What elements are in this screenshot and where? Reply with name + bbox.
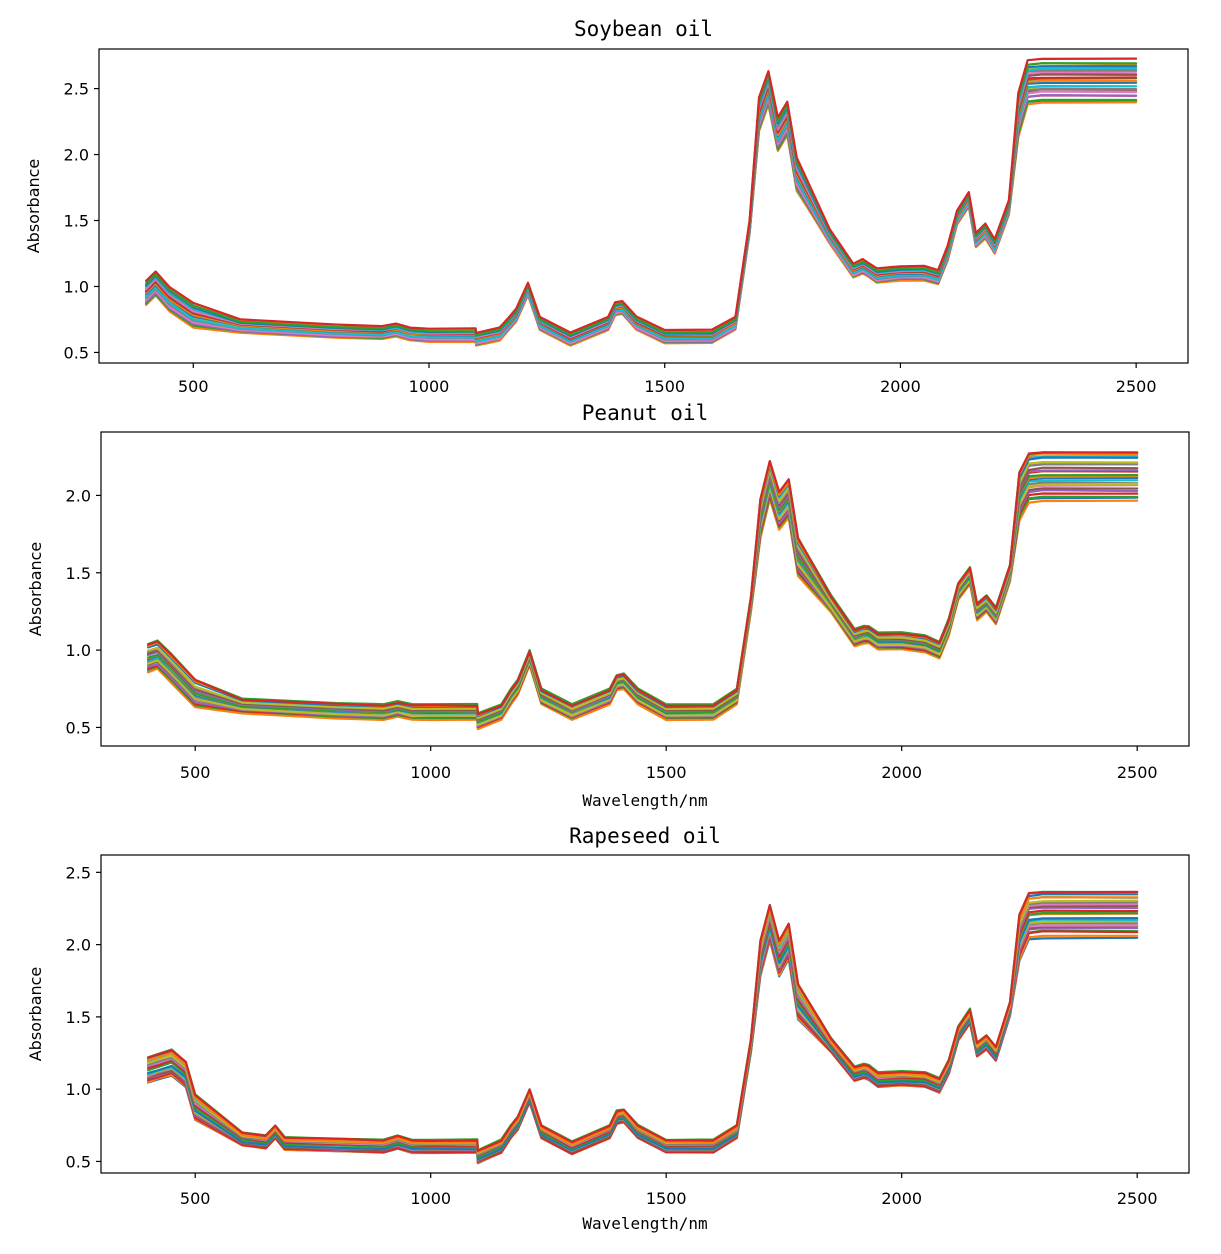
y-tick-label: 0.5 [66, 1152, 91, 1171]
spectrum-line-24 [147, 890, 1139, 1152]
series-group [145, 57, 1138, 347]
y-tick-label: 1.5 [64, 212, 89, 231]
spectrum-line-6 [145, 90, 1138, 343]
spectrum-line-21 [147, 456, 1139, 717]
subplot-2: Peanut oil 500 1000 1500 2000 2500 0.5 1.0 1.5 2.… [26, 401, 1190, 810]
y-tick-label: 0.5 [64, 343, 89, 362]
spectrum-line-17 [147, 903, 1139, 1156]
y-axis-label: Absorbance [26, 967, 45, 1062]
spectrum-line-14 [145, 76, 1138, 340]
spectrum-line-10 [145, 85, 1138, 343]
x-tick-label: 2500 [1117, 1189, 1158, 1208]
spectrum-line-16 [147, 466, 1139, 721]
x-tick-label: 2000 [880, 377, 921, 396]
x-tick-label: 1500 [646, 1189, 687, 1208]
x-tick-label: 1500 [646, 763, 687, 782]
spectrum-line-12 [147, 912, 1139, 1158]
x-tick-label: 2500 [1116, 377, 1157, 396]
spectrum-line-23 [147, 451, 1139, 715]
y-tick-label: 0.5 [66, 718, 91, 737]
y-tick-label: 1.0 [64, 277, 89, 296]
spectrum-line-15 [147, 469, 1139, 721]
series-group [147, 890, 1139, 1165]
spectrum-line-24 [145, 57, 1138, 334]
spectrum-line-20 [147, 896, 1139, 1153]
spectrum-line-5 [145, 94, 1138, 345]
spectrum-line-14 [147, 909, 1139, 1157]
spectrum-line-3 [145, 98, 1138, 346]
chart-title: Soybean oil [574, 17, 713, 41]
spectrum-line-7 [145, 90, 1138, 345]
spectrum-line-1 [145, 99, 1138, 346]
spectrum-line-23 [147, 890, 1139, 1152]
spectrum-line-16 [145, 73, 1138, 339]
x-tick-label: 2500 [1117, 763, 1158, 782]
spectrum-line-4 [145, 94, 1138, 344]
spectrum-line-18 [147, 462, 1139, 720]
spectrum-line-22 [145, 62, 1138, 336]
subplot-3: Rapeseed oil 500 1000 1500 2000 2500 0.5 1.0 1.5… [26, 824, 1190, 1233]
x-tick-label: 1000 [409, 377, 450, 396]
spectrum-line-17 [147, 463, 1139, 720]
x-axis-label: Wavelength/nm [582, 1214, 707, 1233]
x-tick-label: 1000 [410, 1189, 451, 1208]
x-axis-label: Wavelength/nm [582, 791, 707, 810]
x-tick-label: 1000 [410, 763, 451, 782]
plot-frame [98, 48, 1189, 364]
spectrum-line-15 [147, 906, 1139, 1156]
plot-frame [100, 431, 1190, 747]
spectrum-line-18 [145, 69, 1138, 337]
spectrum-line-14 [147, 470, 1139, 721]
y-tick-label: 1.5 [66, 1008, 91, 1027]
x-tick-label: 500 [180, 763, 211, 782]
spectrum-line-12 [145, 79, 1138, 340]
chart-title: Peanut oil [582, 401, 708, 425]
y-axis-label: Absorbance [26, 542, 45, 637]
series-group [147, 451, 1139, 731]
spectrum-line-2 [145, 101, 1138, 347]
spectrum-line-22 [147, 896, 1139, 1154]
spectrum-line-18 [147, 901, 1139, 1156]
spectrum-line-22 [147, 452, 1139, 717]
spectrum-line-19 [147, 461, 1139, 720]
spectrum-line-13 [147, 911, 1139, 1159]
spectrum-line-19 [147, 899, 1139, 1155]
subplot-1: Soybean oil 500 1000 1500 2000 2500 0.5 1.0 1.5 2… [24, 17, 1189, 396]
x-tick-label: 1500 [644, 377, 685, 396]
y-tick-label: 1.0 [66, 641, 91, 660]
spectrum-line-9 [145, 85, 1138, 342]
spectrum-line-20 [147, 455, 1139, 718]
x-tick-label: 500 [180, 1189, 211, 1208]
x-tick-label: 2000 [881, 763, 922, 782]
spectrum-line-16 [147, 904, 1139, 1155]
spectrum-line-24 [147, 451, 1139, 716]
spectrum-line-11 [145, 81, 1138, 341]
spectrum-line-8 [145, 87, 1138, 343]
spectrum-line-20 [145, 67, 1138, 338]
y-tick-label: 2.0 [66, 486, 91, 505]
y-tick-label: 2.5 [64, 80, 89, 99]
plot-frame [100, 854, 1190, 1174]
y-axis-label: Absorbance [24, 159, 43, 254]
chart-title: Rapeseed oil [569, 824, 721, 848]
x-tick-label: 2000 [881, 1189, 922, 1208]
y-tick-label: 1.5 [66, 564, 91, 583]
spectrum-line-19 [145, 66, 1138, 337]
spectrum-line-21 [147, 893, 1139, 1153]
y-tick-label: 1.0 [66, 1080, 91, 1099]
spectrum-line-23 [145, 62, 1138, 337]
spectrum-line-21 [145, 65, 1138, 338]
x-tick-label: 500 [178, 377, 209, 396]
y-tick-label: 2.0 [66, 936, 91, 955]
spectrum-line-17 [145, 70, 1138, 339]
y-tick-label: 2.0 [64, 146, 89, 165]
y-tick-label: 2.5 [66, 863, 91, 882]
spectrum-line-15 [145, 73, 1138, 338]
spectrum-line-13 [145, 77, 1138, 340]
